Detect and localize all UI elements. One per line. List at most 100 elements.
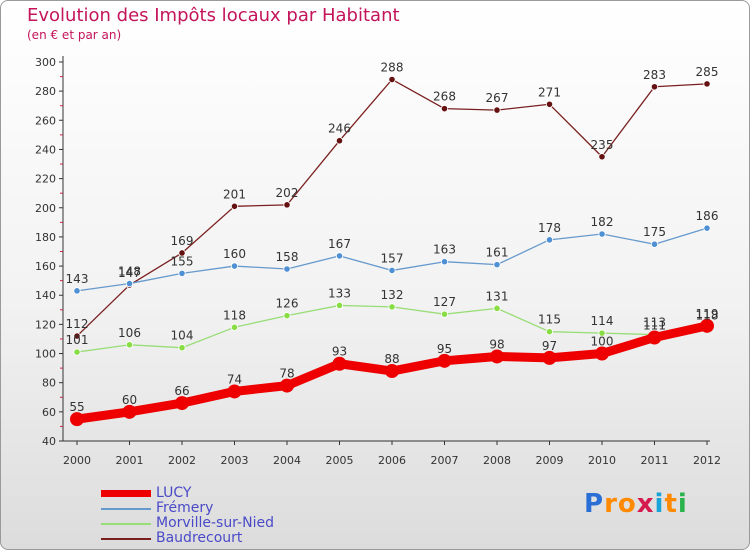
data-label: 55 <box>69 400 84 414</box>
data-point <box>73 332 81 340</box>
x-tick-label: 2008 <box>483 454 511 467</box>
data-label: 235 <box>591 138 614 152</box>
data-label: 285 <box>696 65 719 79</box>
data-point <box>283 265 291 273</box>
legend-label-baudrecourt: Baudrecourt <box>156 530 243 546</box>
data-label: 100 <box>591 335 614 349</box>
data-point <box>440 258 449 266</box>
data-point <box>125 279 134 288</box>
data-point <box>703 80 711 88</box>
data-point <box>493 304 501 312</box>
data-point <box>227 384 242 399</box>
x-tick-label: 2007 <box>431 454 459 467</box>
x-tick-label: 2003 <box>221 454 249 467</box>
data-point <box>280 378 294 393</box>
logo-letter: i <box>677 489 688 519</box>
data-label: 104 <box>171 329 194 343</box>
data-point <box>440 105 449 113</box>
data-label: 167 <box>328 237 351 251</box>
data-label: 157 <box>381 251 404 265</box>
data-point <box>493 261 501 269</box>
y-tick-label: 300 <box>35 56 56 69</box>
data-label: 160 <box>223 247 246 261</box>
y-tick-label: 40 <box>42 435 56 448</box>
data-label: 132 <box>381 288 404 302</box>
data-point <box>335 137 344 145</box>
data-label: 113 <box>643 316 666 330</box>
data-label: 158 <box>276 250 299 264</box>
data-label: 93 <box>332 345 347 359</box>
data-label: 133 <box>328 286 351 300</box>
y-tick-label: 260 <box>35 114 56 127</box>
data-point <box>385 364 399 379</box>
chart-subtitle: (en € et par an) <box>27 28 122 42</box>
data-label: 127 <box>433 295 456 309</box>
data-label: 112 <box>66 317 89 331</box>
data-point <box>70 412 84 427</box>
data-label: 118 <box>223 308 246 322</box>
data-point <box>122 404 137 419</box>
data-point <box>388 303 396 311</box>
data-point <box>545 100 554 108</box>
data-point <box>647 330 662 345</box>
proxiti-logo: Proxiti <box>584 489 688 519</box>
data-point <box>230 202 239 210</box>
data-label: 60 <box>122 393 137 407</box>
data-point <box>598 230 606 238</box>
data-point <box>178 269 186 277</box>
legend-label-morville: Morville-sur-Nied <box>156 515 274 531</box>
data-label: 268 <box>433 90 456 104</box>
legend-label-fremery: Frémery <box>156 500 214 516</box>
data-label: 74 <box>227 372 242 386</box>
data-point <box>598 153 606 161</box>
data-point <box>230 262 239 270</box>
data-point <box>650 83 659 91</box>
logo-letter: t <box>664 489 678 519</box>
data-point <box>650 240 659 248</box>
data-point <box>73 287 81 295</box>
data-label: 114 <box>591 314 614 328</box>
data-point <box>332 356 347 371</box>
x-tick-label: 2012 <box>693 454 721 467</box>
data-point <box>545 236 554 244</box>
x-tick-label: 2009 <box>536 454 564 467</box>
data-label: 98 <box>489 337 504 351</box>
data-label: 143 <box>66 272 89 286</box>
data-point <box>700 318 714 333</box>
y-tick-label: 240 <box>35 143 56 156</box>
data-label: 78 <box>279 367 294 381</box>
data-label: 283 <box>643 68 666 82</box>
data-point <box>490 349 504 364</box>
logo-letter: i <box>654 489 665 519</box>
data-label: 161 <box>486 246 509 260</box>
data-label: 66 <box>174 384 189 398</box>
legend-label-lucy: LUCY <box>156 485 192 501</box>
y-tick-label: 100 <box>35 348 56 361</box>
data-label: 126 <box>276 297 299 311</box>
logo-letter: x <box>636 489 655 519</box>
data-label: 101 <box>66 333 89 347</box>
data-point <box>175 396 189 411</box>
data-label: 88 <box>384 352 399 366</box>
data-point <box>545 328 554 336</box>
x-tick-label: 2005 <box>326 454 354 467</box>
data-label: 202 <box>276 186 299 200</box>
data-label: 201 <box>223 187 246 201</box>
legend-swatch-lucy <box>101 490 151 497</box>
data-label: 97 <box>542 339 557 353</box>
y-tick-label: 60 <box>42 406 56 419</box>
logo-letter: r <box>604 489 618 519</box>
data-label: 118 <box>696 308 719 322</box>
data-label: 163 <box>433 243 456 257</box>
y-tick-label: 200 <box>35 202 56 215</box>
data-point <box>73 348 81 356</box>
data-point <box>437 353 452 368</box>
data-label: 267 <box>486 91 509 105</box>
y-tick-label: 280 <box>35 85 56 98</box>
data-label: 155 <box>171 254 194 268</box>
data-point <box>230 323 239 331</box>
data-point <box>493 106 501 114</box>
data-point <box>598 329 606 337</box>
y-tick-label: 160 <box>35 260 56 273</box>
data-point <box>283 201 291 209</box>
